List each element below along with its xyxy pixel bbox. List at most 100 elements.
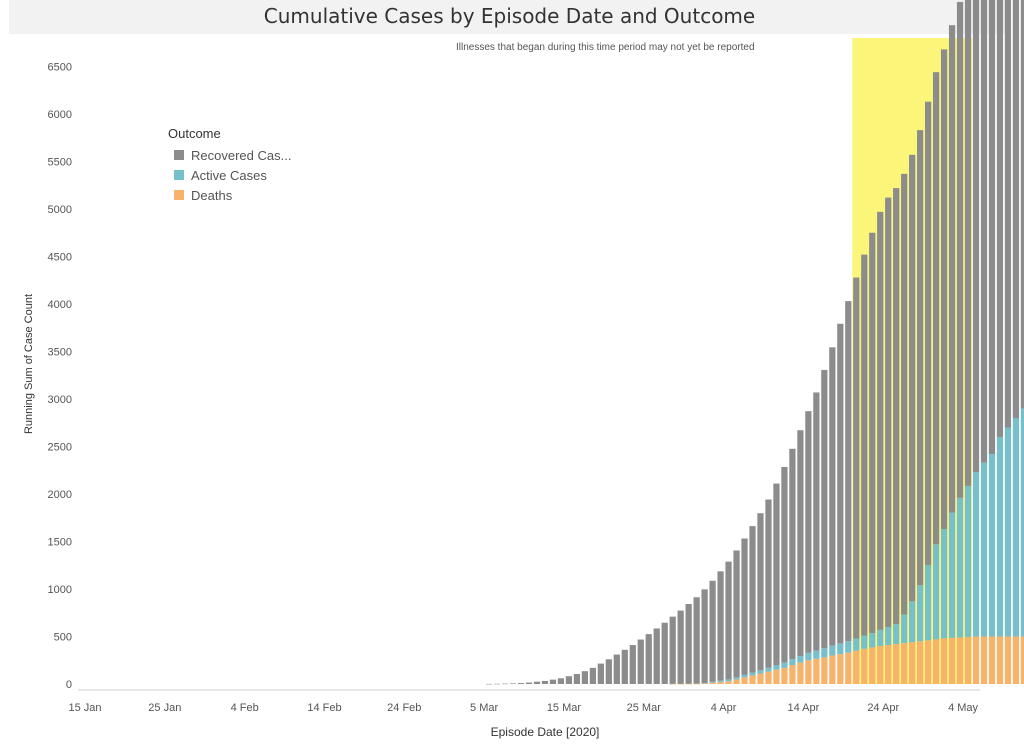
bar-recovered	[805, 411, 812, 653]
bar-recovered	[501, 683, 509, 685]
bar-active	[932, 544, 940, 640]
bar-deaths	[940, 638, 948, 684]
bar-deaths	[693, 683, 700, 685]
bar-recovered	[948, 25, 956, 513]
y-tick-label: 6000	[48, 109, 72, 121]
bar-recovered	[733, 550, 740, 678]
bar-recovered	[940, 49, 948, 530]
y-tick-label: 6500	[48, 62, 72, 74]
bar-deaths	[685, 683, 692, 685]
x-tick-label: 24 Apr	[867, 702, 899, 714]
legend: Outcome Recovered Cas... Active Cases De…	[168, 126, 291, 205]
bar-recovered	[901, 173, 908, 615]
bar-deaths	[853, 650, 860, 684]
x-tick-label: 14 Feb	[307, 702, 341, 714]
bar-recovered	[757, 513, 764, 671]
legend-item-deaths[interactable]: Deaths	[168, 185, 291, 205]
bar-deaths	[845, 652, 852, 684]
bar-recovered	[845, 301, 852, 642]
bar-deaths	[821, 657, 828, 684]
bar-active	[805, 652, 812, 661]
x-tick-label: 15 Mar	[547, 702, 582, 714]
bar-active	[845, 641, 852, 653]
y-tick-label: 500	[54, 632, 72, 644]
bar-deaths	[996, 636, 1004, 684]
bar-deaths	[1020, 636, 1024, 684]
bar-recovered	[565, 676, 573, 684]
bar-active	[877, 629, 884, 646]
bar-recovered	[877, 211, 884, 630]
y-tick-label: 2500	[48, 442, 72, 454]
bar-recovered	[517, 683, 525, 684]
bar-active	[765, 667, 772, 672]
annotation-text: Illnesses that began during this time pe…	[456, 42, 755, 53]
bar-deaths	[813, 658, 820, 684]
bar-recovered	[525, 682, 533, 684]
legend-label-active: Active Cases	[191, 167, 267, 183]
bar-deaths	[765, 671, 772, 684]
bar-active	[980, 462, 988, 637]
x-tick-label: 4 Apr	[711, 702, 737, 714]
bar-active	[917, 585, 924, 642]
y-tick-label: 2000	[48, 489, 72, 501]
bar-active	[749, 672, 756, 676]
legend-item-active[interactable]: Active Cases	[168, 165, 291, 185]
bar-active	[789, 659, 796, 665]
bar-recovered	[813, 392, 820, 651]
bar-active	[797, 655, 804, 663]
x-tick-label: 14 Apr	[788, 702, 820, 714]
bar-recovered	[485, 683, 493, 685]
bar-recovered	[581, 671, 588, 684]
bar-recovered	[917, 130, 924, 586]
bar-recovered	[573, 674, 581, 684]
bar-deaths	[1012, 636, 1020, 684]
bar-deaths	[805, 660, 812, 684]
x-tick-label: 25 Mar	[627, 702, 662, 714]
bar-active	[773, 665, 780, 670]
y-tick-label: 5000	[48, 204, 72, 216]
bar-active	[956, 497, 964, 638]
bar-recovered	[661, 622, 668, 684]
bar-deaths	[757, 673, 764, 684]
bar-active	[909, 601, 916, 643]
bar-active	[925, 565, 932, 641]
bar-active	[901, 614, 908, 644]
bar-deaths	[1004, 636, 1012, 684]
bar-active	[781, 662, 788, 668]
bar-recovered	[549, 679, 557, 684]
bar-recovered	[541, 680, 549, 684]
bar-recovered	[797, 430, 804, 656]
bar-recovered	[597, 663, 604, 684]
bar-deaths	[901, 643, 908, 684]
bar-recovered	[509, 683, 517, 684]
bar-recovered	[909, 154, 916, 602]
bar-deaths	[893, 644, 900, 684]
bar-active	[717, 680, 724, 682]
bar-recovered	[693, 597, 700, 684]
bar-deaths	[733, 679, 740, 684]
y-tick-label: 0	[66, 679, 72, 691]
y-axis-title: Running Sum of Case Count	[23, 293, 35, 435]
x-tick-label: 25 Jan	[148, 702, 181, 714]
bar-active	[885, 627, 892, 646]
bar-recovered	[869, 232, 876, 634]
bar-active	[829, 645, 836, 656]
bar-recovered	[557, 678, 565, 684]
bar-active	[972, 472, 980, 637]
bar-deaths	[789, 665, 796, 684]
bar-deaths	[917, 641, 924, 684]
bar-recovered	[781, 466, 788, 663]
bar-recovered	[589, 667, 596, 684]
y-tick-label: 1000	[48, 584, 72, 596]
bar-recovered	[669, 616, 676, 684]
bar-deaths	[781, 667, 788, 684]
bar-recovered	[988, 0, 996, 455]
legend-item-recovered[interactable]: Recovered Cas...	[168, 145, 291, 165]
bar-deaths	[988, 636, 996, 684]
bar-recovered	[621, 649, 628, 684]
y-tick-label: 1500	[48, 537, 72, 549]
bar-recovered	[885, 197, 892, 627]
legend-swatch-recovered	[174, 150, 184, 160]
bar-recovered	[925, 101, 932, 566]
